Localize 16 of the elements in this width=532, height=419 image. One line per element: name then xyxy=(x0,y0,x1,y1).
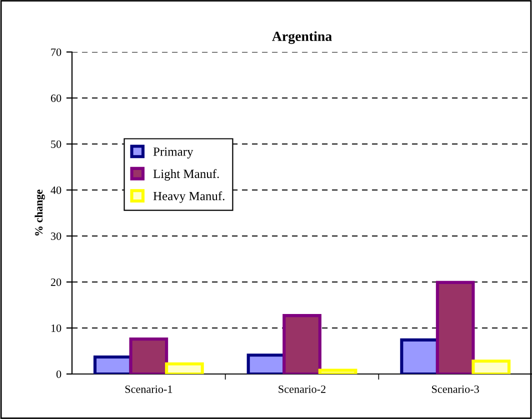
legend-label: Light Manuf. xyxy=(153,169,219,181)
y-tick-label: 10 xyxy=(51,324,62,332)
legend-label: Primary xyxy=(153,147,194,158)
y-tick-label: 40 xyxy=(50,186,62,194)
y-tick-label: 50 xyxy=(51,140,62,148)
x-tick-label: Scenario-1 xyxy=(125,385,172,393)
y-tick-label: 0 xyxy=(56,370,62,378)
x-tick-label: Scenario-3 xyxy=(432,385,479,393)
y-tick-label: 30 xyxy=(51,232,62,240)
x-tick-label: Scenario-2 xyxy=(278,385,326,393)
legend-label: Heavy Manuf. xyxy=(153,191,224,203)
y-tick-label: 70 xyxy=(51,48,62,56)
chart-title: Argentina xyxy=(272,31,332,44)
y-tick-label: 20 xyxy=(50,278,62,286)
y-axis-title: % change xyxy=(34,190,45,236)
y-tick-label: 60 xyxy=(50,94,62,102)
